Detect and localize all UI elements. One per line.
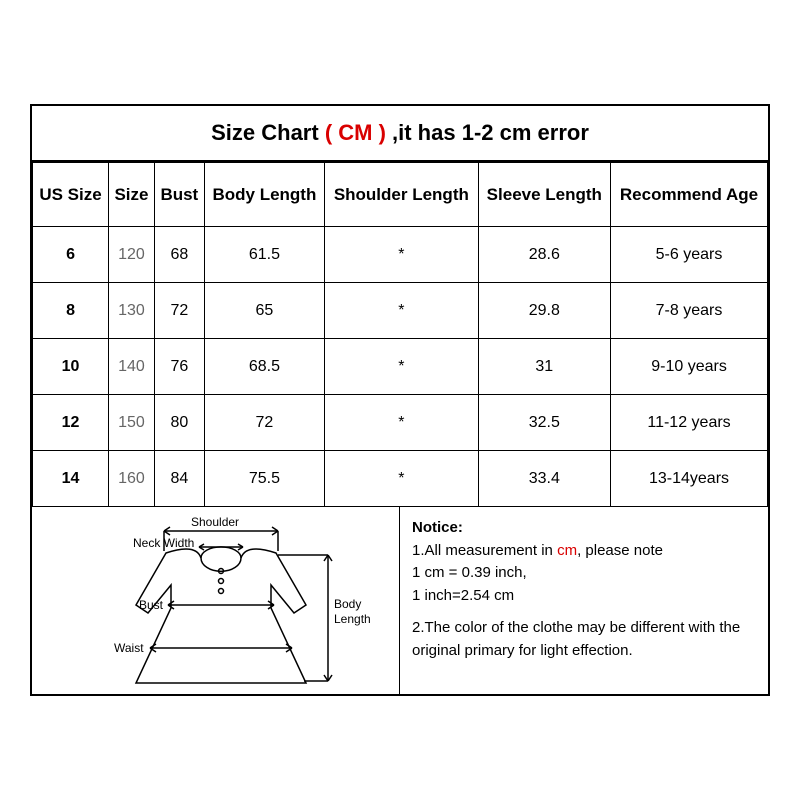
notice-line-1b: , please note — [577, 542, 663, 559]
diagram-label-neck: Neck Width — [133, 536, 194, 550]
cell-age: 13-14years — [611, 451, 768, 507]
table-row: 61206861.5*28.65-6 years — [33, 227, 768, 283]
cell-age: 9-10 years — [611, 339, 768, 395]
col-shoulder: Shoulder Length — [325, 163, 479, 227]
diagram-label-body2: Length — [334, 612, 371, 626]
cell-bust: 72 — [154, 283, 204, 339]
cell-sleeve: 29.8 — [478, 283, 610, 339]
col-sleeve: Sleeve Length — [478, 163, 610, 227]
cell-age: 11-12 years — [611, 395, 768, 451]
title-text-1: Size Chart — [211, 120, 325, 145]
cell-shoulder: * — [325, 283, 479, 339]
cell-sleeve: 31 — [478, 339, 610, 395]
cell-size: 120 — [109, 227, 155, 283]
col-size: Size — [109, 163, 155, 227]
cell-size: 130 — [109, 283, 155, 339]
cell-us-size: 12 — [33, 395, 109, 451]
cell-sleeve: 33.4 — [478, 451, 610, 507]
cell-bust: 80 — [154, 395, 204, 451]
col-us-size: US Size — [33, 163, 109, 227]
title-cm: ( CM ) — [325, 120, 386, 145]
cell-us-size: 10 — [33, 339, 109, 395]
cell-bust: 68 — [154, 227, 204, 283]
cell-sleeve: 32.5 — [478, 395, 610, 451]
cell-bust: 84 — [154, 451, 204, 507]
cell-body: 75.5 — [204, 451, 324, 507]
cell-size: 140 — [109, 339, 155, 395]
table-row: 121508072*32.511-12 years — [33, 395, 768, 451]
spacer — [412, 607, 756, 617]
size-chart: Size Chart ( CM ) ,it has 1-2 cm error U… — [30, 104, 770, 696]
col-age: Recommend Age — [611, 163, 768, 227]
cell-body: 65 — [204, 283, 324, 339]
table-row: 141608475.5*33.413-14years — [33, 451, 768, 507]
col-bust: Bust — [154, 163, 204, 227]
diagram-label-shoulder: Shoulder — [191, 515, 239, 529]
notice-line-1: 1.All measurement in cm, please note — [412, 540, 756, 563]
cell-us-size: 6 — [33, 227, 109, 283]
cell-shoulder: * — [325, 227, 479, 283]
cell-size: 150 — [109, 395, 155, 451]
cell-body: 68.5 — [204, 339, 324, 395]
diagram-label-waist: Waist — [114, 641, 144, 655]
notice-header: Notice: — [412, 517, 756, 540]
cell-us-size: 8 — [33, 283, 109, 339]
notice-line-2: 1 cm = 0.39 inch, — [412, 562, 756, 585]
footer-row: Shoulder Neck Width Bust Waist Body Leng… — [32, 507, 768, 694]
cell-age: 5-6 years — [611, 227, 768, 283]
header-row: US Size Size Bust Body Length Shoulder L… — [33, 163, 768, 227]
cell-shoulder: * — [325, 451, 479, 507]
cell-body: 61.5 — [204, 227, 324, 283]
garment-diagram: Shoulder Neck Width Bust Waist Body Leng… — [46, 513, 386, 688]
title-text-2: ,it has 1-2 cm error — [386, 120, 589, 145]
cell-bust: 76 — [154, 339, 204, 395]
notice-line-1a: 1.All measurement in — [412, 542, 557, 559]
cell-shoulder: * — [325, 339, 479, 395]
diagram-label-body1: Body — [334, 597, 361, 611]
col-body-length: Body Length — [204, 163, 324, 227]
notice-cm: cm — [557, 542, 577, 559]
table-row: 101407668.5*319-10 years — [33, 339, 768, 395]
notice-line-4: 2.The color of the clothe may be differe… — [412, 617, 756, 662]
diagram-cell: Shoulder Neck Width Bust Waist Body Leng… — [32, 507, 400, 694]
cell-sleeve: 28.6 — [478, 227, 610, 283]
chart-title: Size Chart ( CM ) ,it has 1-2 cm error — [32, 106, 768, 162]
size-table: US Size Size Bust Body Length Shoulder L… — [32, 162, 768, 507]
cell-body: 72 — [204, 395, 324, 451]
size-table-body: 61206861.5*28.65-6 years81307265*29.87-8… — [33, 227, 768, 507]
notice-cell: Notice: 1.All measurement in cm, please … — [400, 507, 768, 694]
notice-line-3: 1 inch=2.54 cm — [412, 585, 756, 608]
diagram-label-bust: Bust — [139, 598, 164, 612]
cell-size: 160 — [109, 451, 155, 507]
cell-age: 7-8 years — [611, 283, 768, 339]
table-row: 81307265*29.87-8 years — [33, 283, 768, 339]
cell-us-size: 14 — [33, 451, 109, 507]
cell-shoulder: * — [325, 395, 479, 451]
